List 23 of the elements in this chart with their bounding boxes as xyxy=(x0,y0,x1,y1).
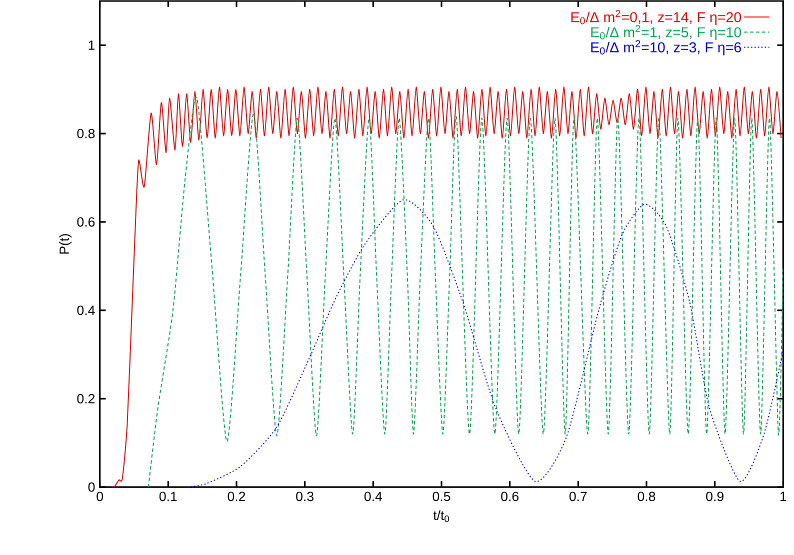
y-tick-label: 0.2 xyxy=(77,394,95,404)
x-tick-label: 0.9 xyxy=(706,492,724,502)
y-axis-title: P(t) xyxy=(59,234,72,254)
x-tick-label: 0.1 xyxy=(159,492,177,502)
legend-label: E$_{0}$/Δ m$^{2}$=1, z=5, F η=10 xyxy=(591,24,742,40)
x-tick-label: 0.2 xyxy=(228,492,246,502)
x-tick-label: 0 xyxy=(96,492,104,502)
x-tick-label: 0.8 xyxy=(638,492,656,502)
x-tick-label: 0.5 xyxy=(432,492,450,502)
y-tick-label: 0 xyxy=(88,482,95,492)
legend-label: E$_{0}$/Δ m$^{2}$=10, z=3, F η=6 xyxy=(591,40,742,56)
x-tick-label: 0.3 xyxy=(296,492,314,502)
legend-label: E$_{0}$/Δ m$^{2}$=0,1, z=14, F η=20 xyxy=(571,10,742,25)
x-tick-label: 0.4 xyxy=(364,492,382,502)
y-tick-label: 0.6 xyxy=(77,217,95,227)
line-series xyxy=(186,199,784,488)
y-tick-label: 0.8 xyxy=(77,128,95,138)
y-tick-label: 0.4 xyxy=(77,306,95,315)
y-tick-label: 1 xyxy=(88,40,95,50)
x-tick-label: 0.7 xyxy=(569,492,587,502)
x-axis-title: t/t$_{0}$ xyxy=(433,510,450,522)
x-tick-label: 1 xyxy=(780,492,786,501)
x-tick-label: 0.6 xyxy=(501,492,519,502)
